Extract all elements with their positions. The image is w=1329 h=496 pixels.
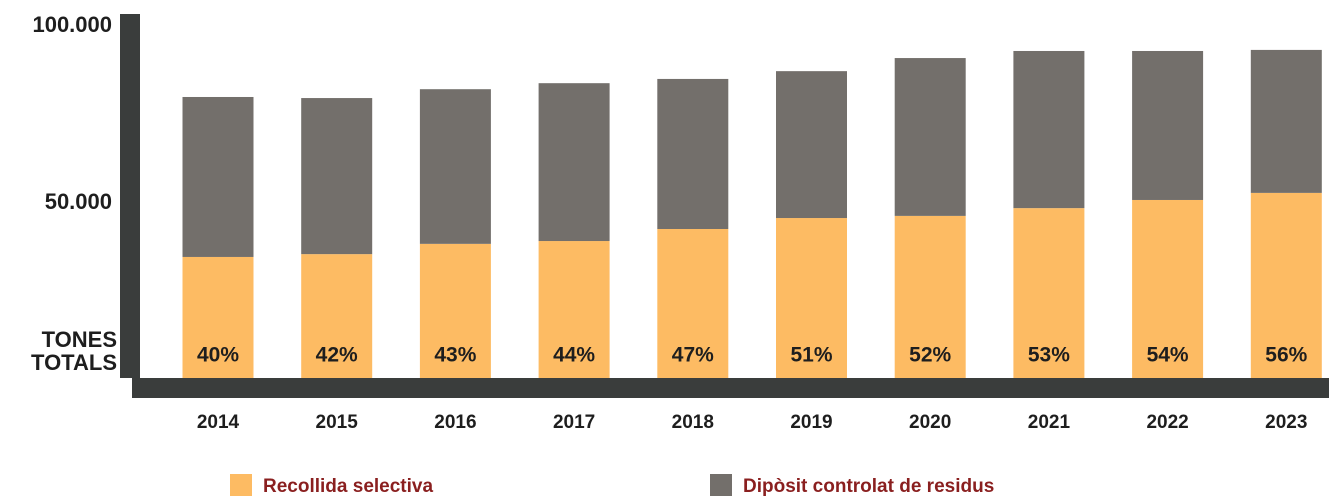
bar-segment xyxy=(419,243,491,378)
data-label: 47% xyxy=(672,344,714,367)
data-label: 40% xyxy=(197,344,239,367)
bar-segment xyxy=(1250,192,1322,378)
data-label: 52% xyxy=(909,344,951,367)
x-tick-label: 2015 xyxy=(316,412,359,433)
bar-segment xyxy=(182,256,254,378)
x-tick-label: 2019 xyxy=(790,412,832,433)
bar-segment xyxy=(894,58,966,216)
bar-segment xyxy=(657,228,729,378)
bar-segment xyxy=(894,215,966,378)
bar-segment xyxy=(1250,49,1322,193)
legend-swatch xyxy=(710,474,732,496)
data-label: 56% xyxy=(1265,344,1307,367)
data-label: 42% xyxy=(316,344,358,367)
y-axis-label: TOTALS xyxy=(31,350,117,375)
x-tick-label: 2023 xyxy=(1265,412,1307,433)
bar-segment xyxy=(657,78,729,229)
y-tick-label: 100.000 xyxy=(32,12,112,37)
data-label: 53% xyxy=(1028,344,1070,367)
legend-swatch xyxy=(230,474,252,496)
legend-label: Dipòsit controlat de residus xyxy=(743,476,994,496)
legend-label: Recollida selectiva xyxy=(263,476,433,496)
x-tick-label: 2017 xyxy=(553,412,595,433)
x-tick-label: 2014 xyxy=(197,412,240,433)
data-label: 51% xyxy=(790,344,832,367)
bar-segment xyxy=(1132,199,1204,378)
x-tick-label: 2020 xyxy=(909,412,951,433)
bar-segment xyxy=(538,83,610,242)
data-label: 54% xyxy=(1147,344,1189,367)
y-axis-label: TONES xyxy=(42,327,117,352)
bar-segment xyxy=(538,241,610,378)
bar-segment xyxy=(1132,50,1204,200)
bar-segment xyxy=(776,71,847,219)
x-tick-label: 2018 xyxy=(672,412,714,433)
data-label: 43% xyxy=(434,344,476,367)
x-tick-label: 2016 xyxy=(434,412,476,433)
y-axis xyxy=(120,14,140,378)
x-tick-label: 2021 xyxy=(1028,412,1071,433)
x-tick-label: 2022 xyxy=(1146,412,1188,433)
bar-segment xyxy=(301,98,373,255)
x-axis xyxy=(132,378,1329,398)
bar-segment xyxy=(301,254,373,378)
y-tick-label: 50.000 xyxy=(45,189,112,214)
bar-segment xyxy=(419,89,491,244)
data-label: 44% xyxy=(553,344,595,367)
bar-segment xyxy=(1013,50,1085,209)
bar-segment xyxy=(182,96,254,257)
bar-segment xyxy=(1013,208,1085,378)
bar-segment xyxy=(776,218,847,378)
